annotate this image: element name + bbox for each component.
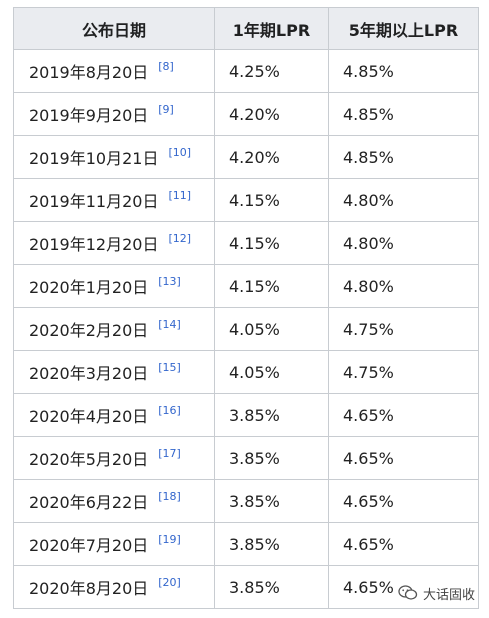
lpr-5y-cell: 4.65% xyxy=(328,393,479,437)
lpr-5y-cell: 4.80% xyxy=(328,178,479,222)
table-row: 2020年8月20日 [20] 3.85% 4.65% xyxy=(13,565,479,609)
date-cell: 2020年5月20日 [17] xyxy=(13,436,215,480)
lpr-1y-cell: 3.85% xyxy=(214,436,329,480)
citation-link[interactable]: [18] xyxy=(158,490,181,503)
lpr-1y-cell: 4.05% xyxy=(214,307,329,351)
date-cell: 2020年3月20日 [15] xyxy=(13,350,215,394)
date-cell: 2020年2月20日 [14] xyxy=(13,307,215,351)
lpr-5y-cell: 4.65% xyxy=(328,565,479,609)
table-header-row: 公布日期 1年期LPR 5年期以上LPR xyxy=(13,7,479,50)
lpr-1y-cell: 3.85% xyxy=(214,479,329,523)
citation-link[interactable]: [13] xyxy=(158,275,181,288)
lpr-1y-cell: 4.15% xyxy=(214,178,329,222)
citation-link[interactable]: [19] xyxy=(158,533,181,546)
date-cell: 2019年8月20日 [8] xyxy=(13,49,215,93)
lpr-1y-cell: 4.05% xyxy=(214,350,329,394)
citation-link[interactable]: [8] xyxy=(158,60,174,73)
lpr-5y-cell: 4.65% xyxy=(328,522,479,566)
lpr-5y-cell: 4.65% xyxy=(328,436,479,480)
lpr-1y-cell: 3.85% xyxy=(214,393,329,437)
table-row: 2019年9月20日 [9] 4.20% 4.85% xyxy=(13,92,479,136)
date-text: 2020年8月20日 xyxy=(29,579,149,598)
table-row: 2020年7月20日 [19] 3.85% 4.65% xyxy=(13,522,479,566)
table-row: 2020年2月20日 [14] 4.05% 4.75% xyxy=(13,307,479,351)
citation-link[interactable]: [20] xyxy=(158,576,181,589)
lpr-1y-cell: 4.15% xyxy=(214,264,329,308)
table-row: 2020年1月20日 [13] 4.15% 4.80% xyxy=(13,264,479,308)
date-text: 2019年9月20日 xyxy=(29,106,149,125)
date-cell: 2019年12月20日 [12] xyxy=(13,221,215,265)
date-cell: 2020年4月20日 [16] xyxy=(13,393,215,437)
table-row: 2020年3月20日 [15] 4.05% 4.75% xyxy=(13,350,479,394)
citation-link[interactable]: [16] xyxy=(158,404,181,417)
citation-link[interactable]: [10] xyxy=(168,146,192,159)
header-lpr-5y: 5年期以上LPR xyxy=(328,7,479,50)
date-cell: 2019年9月20日 [9] xyxy=(13,92,215,136)
lpr-5y-cell: 4.65% xyxy=(328,479,479,523)
lpr-5y-cell: 4.85% xyxy=(328,49,479,93)
date-cell: 2020年7月20日 [19] xyxy=(13,522,215,566)
date-text: 2020年4月20日 xyxy=(29,407,149,426)
lpr-table: 公布日期 1年期LPR 5年期以上LPR 2019年8月20日 [8] 4.25% 4… xyxy=(13,7,479,609)
lpr-1y-cell: 4.20% xyxy=(214,135,329,179)
lpr-5y-cell: 4.80% xyxy=(328,264,479,308)
table-row: 2019年11月20日 [11] 4.15% 4.80% xyxy=(13,178,479,222)
citation-link[interactable]: [15] xyxy=(158,361,181,374)
date-text: 2020年1月20日 xyxy=(29,278,149,297)
lpr-1y-cell: 4.20% xyxy=(214,92,329,136)
date-text: 2020年7月20日 xyxy=(29,536,149,555)
date-cell: 2019年11月20日 [11] xyxy=(13,178,215,222)
date-text: 2020年2月20日 xyxy=(29,321,149,340)
lpr-5y-cell: 4.80% xyxy=(328,221,479,265)
citation-link[interactable]: [17] xyxy=(158,447,181,460)
date-text: 2020年5月20日 xyxy=(29,450,149,469)
table-row: 2019年8月20日 [8] 4.25% 4.85% xyxy=(13,49,479,93)
date-cell: 2019年10月21日 [10] xyxy=(13,135,215,179)
date-text: 2019年11月20日 xyxy=(29,192,159,211)
lpr-5y-cell: 4.75% xyxy=(328,350,479,394)
citation-link[interactable]: [11] xyxy=(168,189,192,202)
citation-link[interactable]: [14] xyxy=(158,318,181,331)
header-date: 公布日期 xyxy=(13,7,215,50)
date-cell: 2020年1月20日 [13] xyxy=(13,264,215,308)
watermark-text: 大话固收 xyxy=(423,587,476,603)
date-text: 2019年10月21日 xyxy=(29,149,159,168)
header-lpr-1y: 1年期LPR xyxy=(214,7,329,50)
lpr-1y-cell: 3.85% xyxy=(214,522,329,566)
date-text: 2020年3月20日 xyxy=(29,364,149,383)
citation-link[interactable]: [9] xyxy=(158,103,174,116)
table-row: 2019年10月21日 [10] 4.20% 4.85% xyxy=(13,135,479,179)
date-cell: 2020年8月20日 [20] xyxy=(13,565,215,609)
citation-link[interactable]: [12] xyxy=(168,232,192,245)
table-row: 2020年5月20日 [17] 3.85% 4.65% xyxy=(13,436,479,480)
table-row: 2019年12月20日 [12] 4.15% 4.80% xyxy=(13,221,479,265)
table-row: 2020年6月22日 [18] 3.85% 4.65% xyxy=(13,479,479,523)
date-text: 2019年8月20日 xyxy=(29,63,149,82)
date-text: 2020年6月22日 xyxy=(29,493,149,512)
date-text: 2019年12月20日 xyxy=(29,235,159,254)
watermark: 大话固收 xyxy=(398,582,475,604)
lpr-1y-cell: 4.25% xyxy=(214,49,329,93)
lpr-1y-cell: 3.85% xyxy=(214,565,329,609)
date-cell: 2020年6月22日 [18] xyxy=(13,479,215,523)
wechat-icon xyxy=(398,585,418,600)
lpr-5y-cell: 4.75% xyxy=(328,307,479,351)
lpr-5y-cell: 4.85% xyxy=(328,135,479,179)
table-row: 2020年4月20日 [16] 3.85% 4.65% xyxy=(13,393,479,437)
lpr-5y-cell: 4.85% xyxy=(328,92,479,136)
lpr-1y-cell: 4.15% xyxy=(214,221,329,265)
